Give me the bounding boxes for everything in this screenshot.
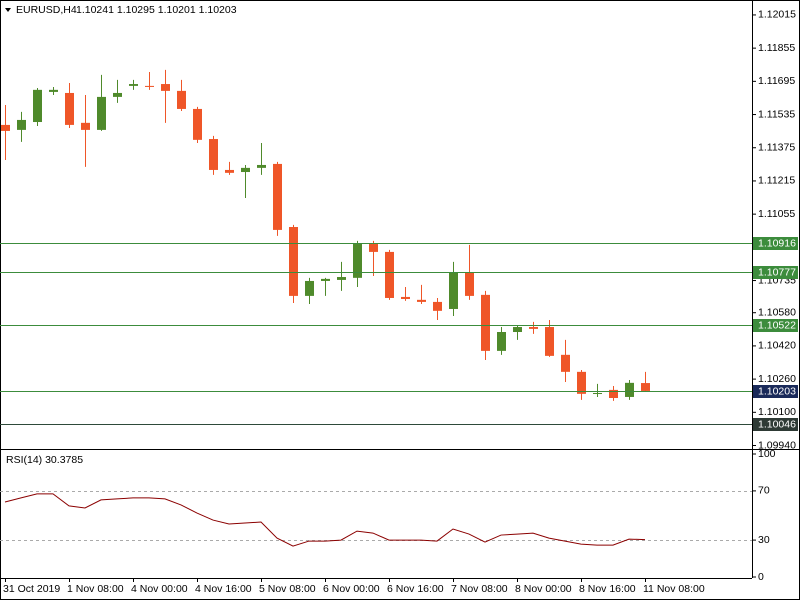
header-arrow <box>5 8 11 12</box>
candle-body <box>113 92 122 97</box>
candle-body <box>513 327 522 333</box>
price-level-label: 1.10046 <box>758 418 796 430</box>
y-tick-label: 1.11215 <box>758 175 795 187</box>
candle-body <box>369 244 378 252</box>
rsi-title: RSI(14) 30.3785 <box>6 454 83 466</box>
price-level-label: 1.10203 <box>758 385 796 397</box>
candle-body <box>481 294 490 351</box>
candle-body <box>545 327 554 356</box>
candle-body <box>49 89 58 92</box>
price-level-label-box <box>753 266 798 279</box>
candle-body <box>625 382 634 397</box>
candle-body <box>321 278 330 281</box>
candle-body <box>1 124 10 131</box>
candle-body <box>17 119 26 130</box>
x-tick-label: 4 Nov 16:00 <box>195 583 252 595</box>
x-tick-label: 5 Nov 08:00 <box>259 583 316 595</box>
candle-body <box>449 272 458 309</box>
y-tick-label: 1.11535 <box>758 108 795 120</box>
x-tick-label: 6 Nov 00:00 <box>323 583 380 595</box>
y-tick-label: 70 <box>758 485 770 497</box>
y-tick-label: 1.09940 <box>758 439 796 451</box>
y-tick-label: 1.10100 <box>758 406 796 418</box>
candle-body <box>241 167 250 173</box>
y-tick-label: 1.11855 <box>758 42 795 54</box>
candle-body <box>465 272 474 296</box>
ohlc-header: 1.10241 1.10295 1.10201 1.10203 <box>76 4 237 16</box>
price-level-label-box <box>753 319 798 332</box>
y-tick-label: 1.12015 <box>758 9 796 21</box>
y-tick-label: 0 <box>758 571 764 583</box>
symbol: EURUSD,H4 <box>16 4 77 16</box>
candle-body <box>193 108 202 140</box>
price-level-label: 1.10916 <box>758 237 796 249</box>
candle-body <box>305 280 314 296</box>
x-tick-label: 8 Nov 00:00 <box>515 583 572 595</box>
candle-body <box>609 389 618 398</box>
price-level-label: 1.10522 <box>758 319 796 331</box>
candle-body <box>593 393 602 395</box>
price-level-label-box <box>753 418 798 431</box>
y-tick-label: 1.10260 <box>758 373 796 385</box>
x-tick-label: 11 Nov 08:00 <box>643 583 705 595</box>
candle-body <box>337 277 346 280</box>
candle-body <box>33 89 42 123</box>
candle-body <box>177 90 186 109</box>
candle-body <box>273 163 282 230</box>
candle-body <box>641 383 650 391</box>
x-tick-label: 7 Nov 08:00 <box>451 583 508 595</box>
price-level-label-box <box>753 237 798 250</box>
candle-body <box>65 92 74 125</box>
y-tick-label: 1.11055 <box>758 208 795 220</box>
price-level-label-box <box>753 385 798 398</box>
candle-body <box>353 244 362 278</box>
candle-body <box>161 84 170 91</box>
candle-body <box>385 251 394 298</box>
x-tick-label: 1 Nov 08:00 <box>67 583 124 595</box>
y-tick-label: 1.11695 <box>758 75 795 87</box>
candle-body <box>209 139 218 170</box>
candle-body <box>257 164 266 168</box>
price-level-label: 1.10777 <box>758 266 796 278</box>
candle-body <box>81 122 90 130</box>
y-tick-label: 1.10420 <box>758 340 796 352</box>
y-tick-label: 30 <box>758 534 770 546</box>
candle-body <box>401 296 410 300</box>
candle-body <box>225 169 234 173</box>
candle-body <box>97 96 106 130</box>
y-tick-label: 1.11375 <box>758 142 795 154</box>
candle-body <box>433 301 442 311</box>
candle-body <box>417 299 426 302</box>
rsi-line <box>4 493 646 547</box>
candle-body <box>289 227 298 296</box>
candle-body <box>145 85 154 87</box>
x-tick-label: 31 Oct 2019 <box>3 583 60 595</box>
candle-body <box>129 84 138 86</box>
candle-body <box>529 327 538 329</box>
candle-body <box>497 332 506 351</box>
candle-body <box>577 371 586 394</box>
x-tick-label: 8 Nov 16:00 <box>579 583 636 595</box>
x-tick-label: 4 Nov 00:00 <box>131 583 188 595</box>
y-tick-label: 100 <box>758 448 776 460</box>
x-tick-label: 6 Nov 16:00 <box>387 583 444 595</box>
y-tick-label: 1.10580 <box>758 306 796 318</box>
candle-body <box>561 354 570 372</box>
